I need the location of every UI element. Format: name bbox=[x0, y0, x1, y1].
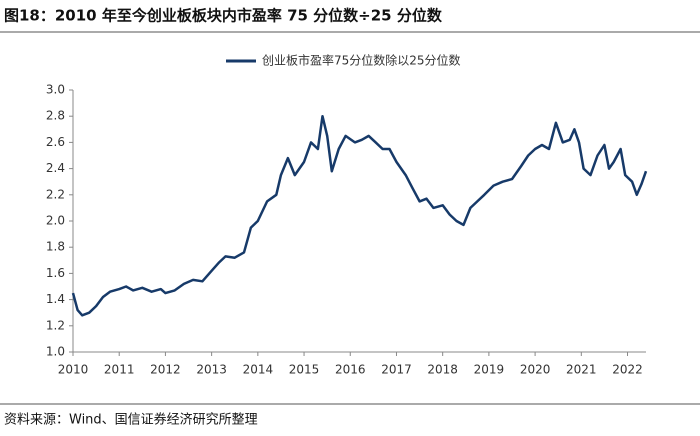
y-tick-label: 1.0 bbox=[46, 345, 65, 359]
x-tick-label: 2011 bbox=[104, 363, 135, 377]
y-tick-label: 1.4 bbox=[46, 292, 65, 306]
legend-label: 创业板市盈率75分位数除以25分位数 bbox=[262, 53, 461, 68]
x-tick-label: 2017 bbox=[381, 363, 412, 377]
y-tick-label: 1.8 bbox=[46, 240, 65, 254]
source: 资料来源：Wind、国信证券经济研究所整理 bbox=[4, 412, 258, 428]
x-tick-label: 2022 bbox=[612, 363, 643, 377]
x-tick-label: 2021 bbox=[566, 363, 597, 377]
x-tick-label: 2019 bbox=[474, 363, 505, 377]
x-tick-label: 2013 bbox=[196, 363, 227, 377]
x-tick-label: 2010 bbox=[58, 363, 89, 377]
y-tick-label: 2.4 bbox=[46, 161, 65, 175]
x-tick-label: 2016 bbox=[335, 363, 366, 377]
y-tick-label: 2.8 bbox=[46, 109, 65, 123]
y-tick-label: 3.0 bbox=[46, 83, 65, 97]
x-tick-label: 2018 bbox=[427, 363, 458, 377]
x-tick-label: 2020 bbox=[520, 363, 551, 377]
x-tick-label: 2015 bbox=[289, 363, 320, 377]
x-tick-label: 2014 bbox=[243, 363, 274, 377]
y-tick-label: 1.6 bbox=[46, 266, 65, 280]
chart-title: 图18：2010 年至今创业板板块内市盈率 75 分位数÷25 分位数 bbox=[4, 7, 443, 25]
x-tick-label: 2012 bbox=[150, 363, 181, 377]
y-tick-label: 2.2 bbox=[46, 187, 65, 201]
series-line bbox=[71, 114, 648, 317]
y-tick-label: 1.2 bbox=[46, 318, 65, 332]
y-tick-label: 2.6 bbox=[46, 135, 65, 149]
y-tick-label: 2.0 bbox=[46, 214, 65, 228]
